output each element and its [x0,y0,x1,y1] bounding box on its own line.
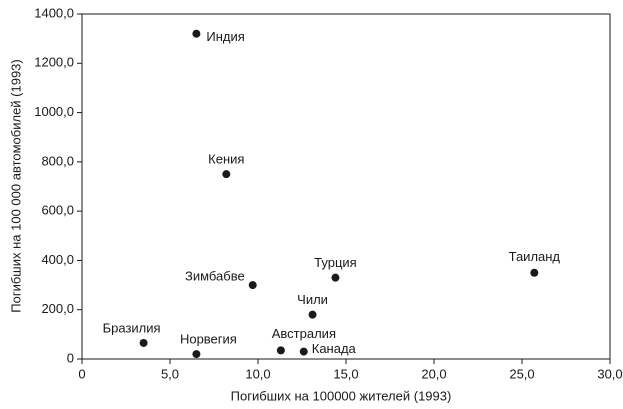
x-tick-label: 30,0 [597,366,622,381]
point-label: Норвегия [180,332,237,347]
point [308,310,317,319]
point [222,170,231,179]
y-tick-label: 600,0 [41,203,74,218]
point [299,347,308,356]
y-tick-label: 0 [67,350,74,365]
plot-frame [81,13,611,360]
point [192,350,201,359]
y-tick-label: 1200,0 [34,55,74,70]
point-label: Канада [312,341,357,356]
point [139,338,148,347]
x-tick-label: 5,0 [161,366,179,381]
point [530,268,539,277]
point-label: Бразилия [103,320,161,335]
y-tick-label: 200,0 [41,301,74,316]
point [192,29,201,38]
point [331,273,340,282]
x-axis-label: Погибших на 100000 жителей (1993) [231,388,452,403]
point-label: Турция [314,255,357,270]
y-tick-label: 1000,0 [34,104,74,119]
y-tick-label: 800,0 [41,153,74,168]
point-label: Кения [208,152,244,167]
x-tick-label: 15,0 [333,366,358,381]
y-axis-label: Погибших на 100 000 автомобилей (1993) [8,59,23,312]
x-tick-label: 10,0 [245,366,270,381]
point-label: Индия [206,29,244,44]
x-tick-label: 20,0 [421,366,446,381]
point-label: Австралия [272,326,336,341]
point [276,346,285,355]
y-tick-label: 1400,0 [34,5,74,20]
point-label: Зимбабве [185,269,245,284]
point [248,281,257,290]
x-tick-label: 25,0 [509,366,534,381]
x-tick-label: 0 [78,366,85,381]
y-tick-label: 400,0 [41,252,74,267]
point-label: Чили [297,292,328,307]
point-label: Таиланд [509,249,561,264]
